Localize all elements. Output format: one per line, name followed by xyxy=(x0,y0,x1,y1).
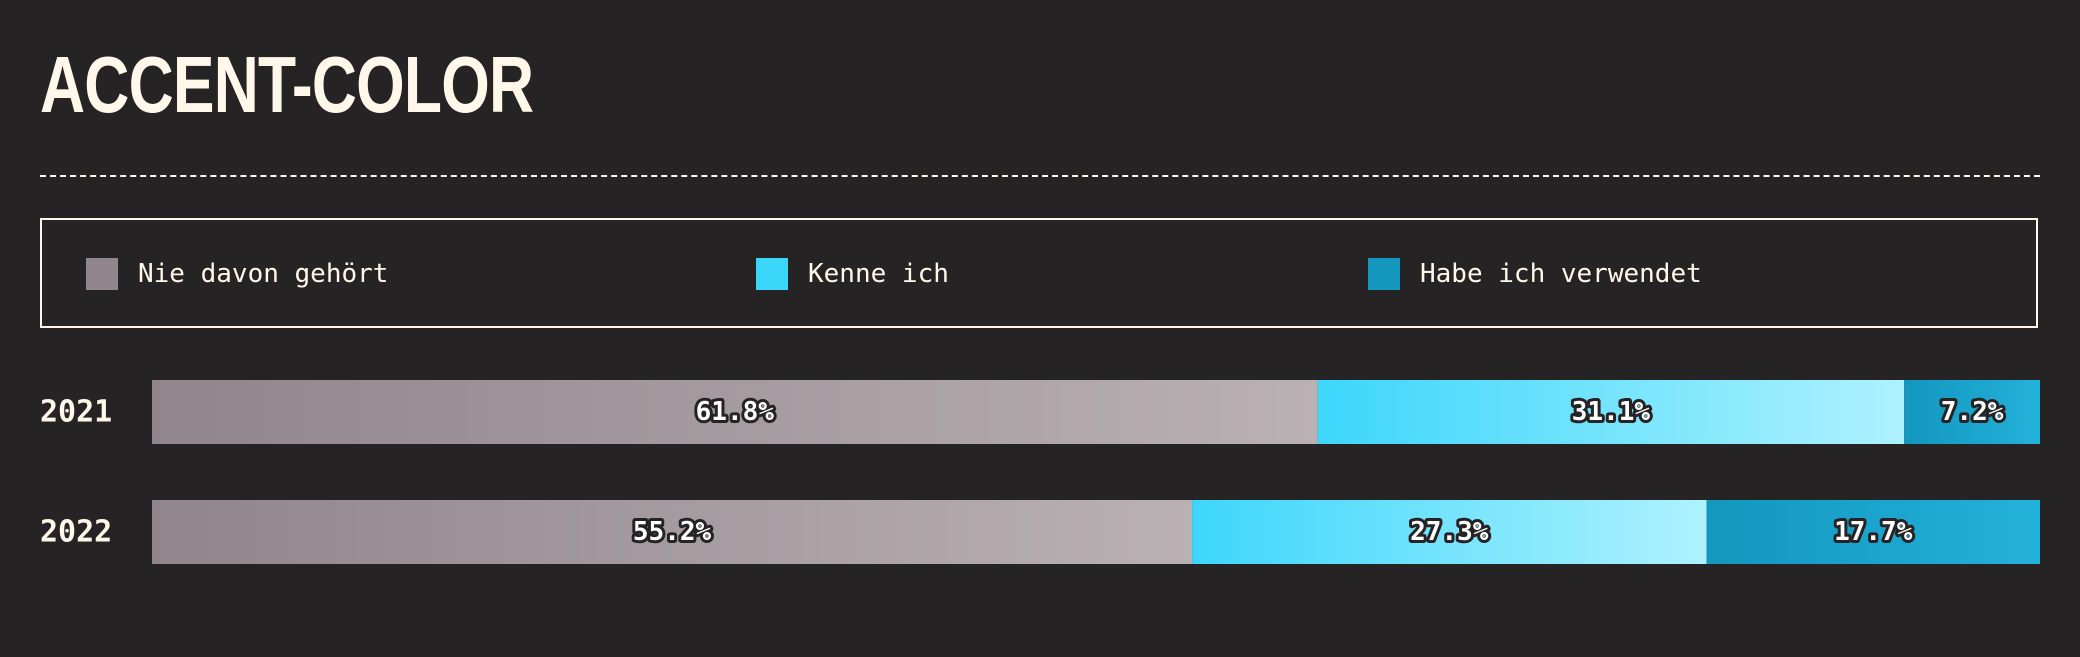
legend-label: Nie davon gehört xyxy=(138,259,389,289)
chart-title: ACCENT-COLOR xyxy=(40,40,534,129)
bar-segment-2022-0 xyxy=(152,500,1193,564)
bar-segment-2021-0 xyxy=(152,380,1318,444)
legend-item-kenne-ich: Kenne ich xyxy=(756,258,949,290)
data-label-2021-1: 31.1% xyxy=(1572,397,1651,427)
legend-item-nie-davon-gehoert: Nie davon gehört xyxy=(86,258,388,290)
legend-label: Kenne ich xyxy=(808,259,949,289)
bar-segment-2022-1 xyxy=(1192,500,1707,564)
legend-item-habe-ich-verwendet: Habe ich verwendet xyxy=(1368,258,1702,290)
dashed-divider xyxy=(40,175,2040,177)
data-label-2021-2: 7.2% xyxy=(1941,397,2004,427)
category-label-2021: 2021 xyxy=(40,395,112,430)
data-label-2022-2: 17.7% xyxy=(1834,517,1913,547)
legend-swatch xyxy=(756,258,788,290)
bar-segment-2021-2 xyxy=(1904,380,2040,444)
legend-swatch xyxy=(86,258,118,290)
bar-segment-2022-2 xyxy=(1706,500,2040,564)
bar-segment-2021-1 xyxy=(1317,380,1905,444)
data-label-2022-0: 55.2% xyxy=(633,517,712,547)
legend: Nie davon gehört Kenne ich Habe ich verw… xyxy=(40,218,2038,328)
data-label-2022-1: 27.3% xyxy=(1410,517,1489,547)
category-label-2022: 2022 xyxy=(40,515,112,550)
legend-label: Habe ich verwendet xyxy=(1420,259,1702,289)
data-label-2021-0: 61.8% xyxy=(696,397,775,427)
legend-swatch xyxy=(1368,258,1400,290)
